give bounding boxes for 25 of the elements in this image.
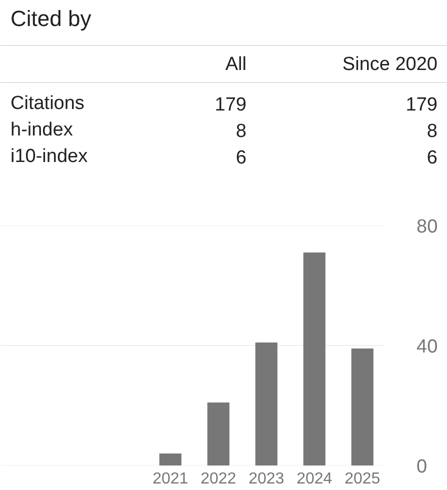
text: 179 bbox=[406, 94, 438, 116]
category-label: Citations bbox=[10, 93, 84, 114]
bar bbox=[159, 454, 182, 466]
bar bbox=[351, 348, 374, 466]
text: 179 bbox=[214, 94, 246, 116]
bar bbox=[303, 252, 326, 466]
y-tick-label: 80 bbox=[416, 216, 438, 238]
category-label: All bbox=[225, 54, 247, 75]
x-tick-label: 2023 bbox=[248, 470, 284, 488]
y-tick-label: 40 bbox=[416, 336, 438, 358]
x-tick-label: 2025 bbox=[344, 470, 380, 488]
text: 6 bbox=[426, 148, 438, 168]
text: 8 bbox=[426, 121, 438, 142]
x-tick-label: 2024 bbox=[296, 470, 332, 488]
category-label: h-index bbox=[10, 120, 73, 140]
category-label: Since 2020 bbox=[342, 54, 438, 75]
x-tick-label: 2021 bbox=[152, 470, 188, 488]
bar bbox=[255, 342, 278, 466]
y-tick-label: 0 bbox=[416, 456, 428, 478]
text: 6 bbox=[236, 148, 247, 168]
bar bbox=[207, 402, 230, 466]
text: Cited by bbox=[10, 6, 92, 31]
text: 8 bbox=[236, 121, 247, 142]
x-tick-label: 2022 bbox=[200, 470, 236, 488]
category-label: i10-index bbox=[10, 146, 88, 167]
